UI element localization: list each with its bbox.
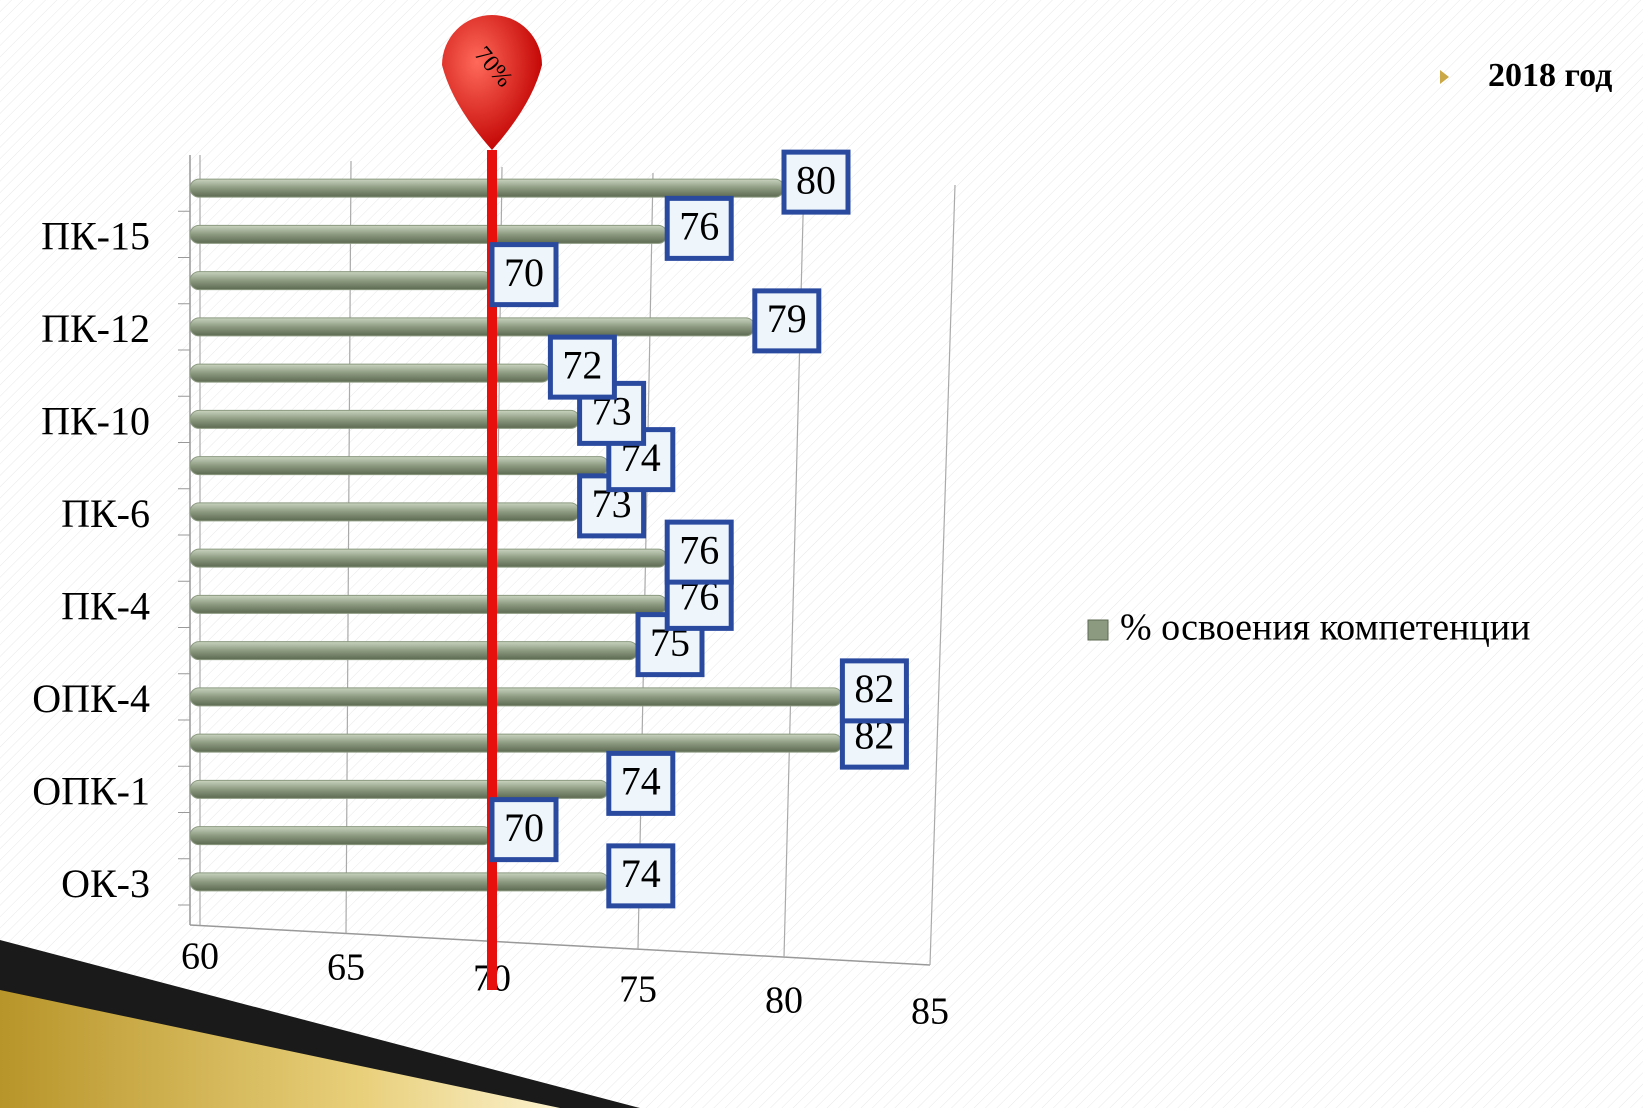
- y-tick-label: ОК-3: [61, 861, 150, 906]
- value-label-box: [489, 242, 559, 308]
- bar: [189, 687, 843, 707]
- bar: [189, 641, 639, 661]
- value-label-box: [489, 797, 559, 863]
- value-label: 79: [767, 296, 807, 341]
- value-label-box: [752, 288, 822, 354]
- bar: [189, 271, 493, 291]
- value-label-box: [839, 658, 909, 724]
- bar: [189, 317, 756, 337]
- value-label: 70: [504, 250, 544, 295]
- y-tick-label: ПК-15: [41, 214, 150, 259]
- value-label: 76: [679, 527, 719, 572]
- value-label: 72: [562, 342, 602, 387]
- bar: [189, 826, 493, 846]
- x-tick-label: 85: [911, 991, 949, 1033]
- y-tick-label: ПК-4: [61, 584, 150, 629]
- y-tick-label: ОПК-1: [32, 769, 150, 814]
- bullet: [1440, 70, 1449, 84]
- axis-line: [189, 924, 931, 966]
- bar: [189, 779, 610, 799]
- decor-stripe: [0, 940, 640, 1108]
- value-label-box: [781, 149, 851, 215]
- bar: [189, 548, 668, 568]
- value-label-box: [606, 750, 676, 816]
- value-label: 82: [854, 666, 894, 711]
- bar: [189, 456, 610, 476]
- bar: [189, 502, 581, 522]
- legend-swatch: [1087, 619, 1109, 641]
- bar: [189, 224, 668, 244]
- legend-label: % освоения компетенции: [1120, 607, 1531, 649]
- value-label-box: [606, 843, 676, 909]
- x-tick-label: 60: [181, 936, 219, 978]
- x-tick-label: 65: [327, 947, 365, 989]
- x-tick-label: 75: [619, 969, 657, 1011]
- bar: [189, 733, 843, 753]
- value-label-box: [664, 195, 734, 261]
- value-label: 80: [796, 157, 836, 202]
- value-label: 74: [621, 759, 661, 804]
- value-label-box: [547, 334, 617, 400]
- value-label: 70: [504, 805, 544, 850]
- x-tick-label: 80: [765, 980, 803, 1022]
- bar: [189, 872, 610, 892]
- bar: [189, 409, 581, 429]
- chart-title: 2018 год: [1488, 57, 1612, 94]
- y-tick-label: ОПК-4: [32, 676, 150, 721]
- y-tick-label: ПК-12: [41, 306, 150, 351]
- y-tick-label: ПК-6: [61, 491, 150, 536]
- value-label-box: [664, 519, 734, 585]
- bar: [189, 594, 668, 614]
- grid-line: [929, 184, 956, 966]
- pin: [442, 15, 542, 150]
- y-tick-label: ПК-10: [41, 399, 150, 444]
- value-label: 76: [679, 204, 719, 249]
- value-label: 74: [621, 851, 661, 896]
